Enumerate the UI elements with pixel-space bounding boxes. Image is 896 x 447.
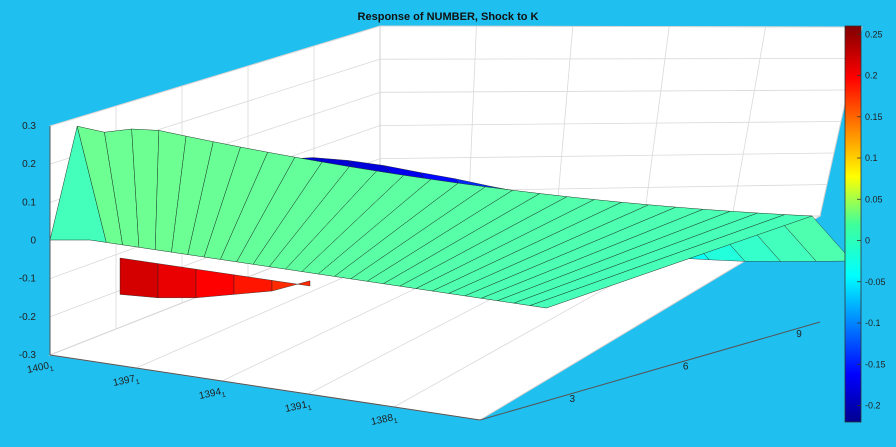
y-axis-ticks: 3 6 9 <box>570 329 803 405</box>
colorbar-tick-label: 0.2 <box>865 71 878 81</box>
colorbar-tick-label: 0.1 <box>865 153 878 163</box>
grid-line <box>379 121 842 126</box>
grid-line <box>731 26 766 218</box>
grid-line <box>379 152 835 160</box>
colorbar-tick-label: 0 <box>865 236 870 246</box>
response-surface <box>49 125 853 309</box>
z-tick-label: -0.1 <box>19 274 37 285</box>
colorbar-tick-label: 0.15 <box>865 112 883 122</box>
y-tick-label: 6 <box>683 362 689 373</box>
z-tick-label: 0.3 <box>22 121 36 132</box>
chart-title: Response of NUMBER, Shock to K <box>358 11 539 23</box>
y-tick-label: 3 <box>570 394 576 405</box>
x-tick-subscript: 1 <box>307 405 312 413</box>
z-tick-label: 0.1 <box>22 197 36 208</box>
surface-patch <box>157 263 197 298</box>
colorbar: 0.25 0.2 0.15 0.1 0.05 0 -0.05 -0.1 -0.15 -0.2 <box>844 25 886 423</box>
surface-patch <box>271 280 311 292</box>
grid-line <box>643 26 670 220</box>
x-tick-subscript: 1 <box>393 418 398 426</box>
y-tick-label: 9 <box>796 329 802 340</box>
x-tick-label: 14001 <box>26 360 54 378</box>
x-tick-label: 13881 <box>370 412 398 430</box>
colorbar-tick-label: 0.25 <box>865 29 883 39</box>
colorbar-gradient <box>844 25 862 423</box>
grid-line <box>555 26 574 222</box>
axis-lines <box>49 126 821 421</box>
x-tick-subscript: 1 <box>221 392 226 400</box>
x-tick-subscript: 1 <box>49 366 54 374</box>
x-tick-label: 13941 <box>198 386 226 404</box>
colorbar-tick-label: -0.2 <box>865 401 881 411</box>
x-tick-label: 13971 <box>112 373 140 391</box>
grid-line <box>379 89 849 93</box>
z-axis-ticks: 0.3 0.2 0.1 0 -0.1 -0.2 -0.3 <box>19 121 37 361</box>
grid-line <box>379 58 856 60</box>
colorbar-tick-label: 0.05 <box>865 194 883 204</box>
z-tick-label: -0.3 <box>19 350 37 361</box>
grid-line <box>49 25 381 127</box>
colorbar-tick-label: -0.15 <box>865 359 886 369</box>
surface-patch <box>119 257 159 299</box>
x-axis-ticks: 14001 13971 13941 13911 13881 <box>26 360 398 430</box>
x-tick-subscript: 1 <box>135 379 140 387</box>
z-tick-label: -0.2 <box>19 312 37 323</box>
colorbar-ticks: 0.25 0.2 0.15 0.1 0.05 0 -0.05 -0.1 -0.15 -0.2 <box>857 29 886 411</box>
colorbar-tick-label: -0.1 <box>865 318 881 328</box>
grid-line <box>379 25 863 28</box>
colorbar-tick-label: -0.05 <box>865 277 886 287</box>
surface-patch <box>530 214 813 309</box>
x-tick-label: 13911 <box>284 399 312 417</box>
z-tick-label: 0 <box>30 236 36 247</box>
z-tick-label: 0.2 <box>22 159 36 170</box>
